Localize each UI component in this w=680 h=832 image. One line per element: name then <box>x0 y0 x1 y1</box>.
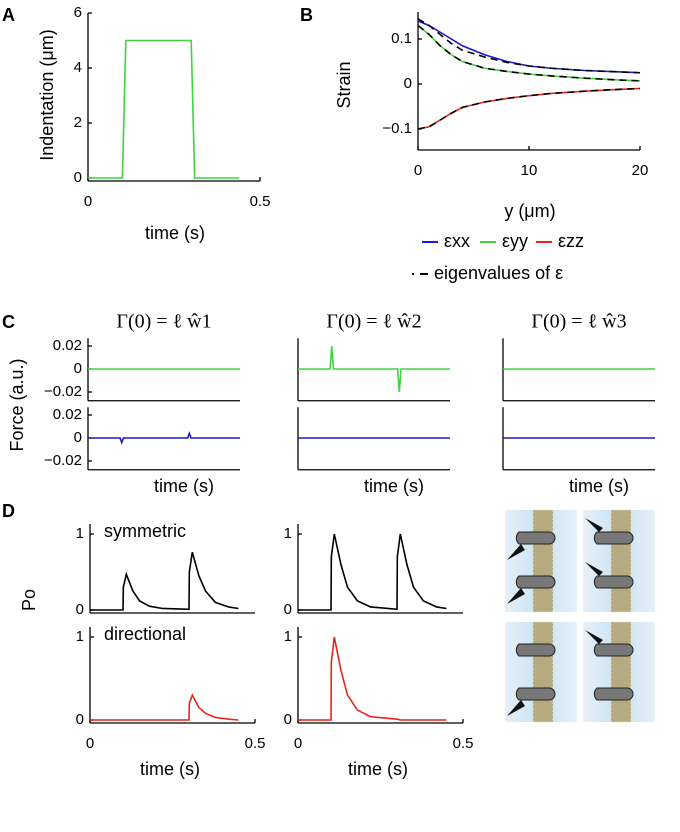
illustration <box>583 621 655 723</box>
series-line <box>417 87 641 130</box>
y-tick-label: 6 <box>74 4 82 21</box>
legend-label: eigenvalues of ε <box>434 263 563 283</box>
label: time (s) <box>569 476 629 496</box>
series-line <box>417 18 641 74</box>
y-tick-label: −0.1 <box>382 120 412 137</box>
y-tick-label: −0.02 <box>44 383 82 400</box>
label: time (s) <box>145 223 205 243</box>
x-tick-label: 0 <box>86 735 94 752</box>
illustration <box>583 509 655 613</box>
panel-letter: C <box>2 312 15 332</box>
y-tick-label: 2 <box>74 114 82 131</box>
series-line <box>417 24 641 82</box>
series-line <box>298 345 450 393</box>
label: Γ(0) = ℓ ŵ2 <box>326 311 421 333</box>
legend-label: εyy <box>502 231 528 251</box>
label: time (s) <box>140 759 200 779</box>
series-line <box>417 20 641 74</box>
y-tick-label: 1 <box>76 525 84 542</box>
series-line <box>298 533 447 611</box>
panel-letter: D <box>2 501 15 521</box>
y-tick-label: 1 <box>284 628 292 645</box>
y-tick-label: 0 <box>74 429 82 446</box>
x-tick-label: 0.5 <box>245 735 266 752</box>
legend-label: εzz <box>558 231 584 251</box>
panel-letter: B <box>300 5 313 25</box>
illustration <box>505 621 577 723</box>
x-tick-label: 0 <box>84 193 92 210</box>
x-tick-label: 10 <box>521 162 538 179</box>
y-tick-label: 1 <box>284 525 292 542</box>
y-tick-label: 0.02 <box>53 406 82 423</box>
label: time (s) <box>364 476 424 496</box>
x-tick-label: 0.5 <box>453 735 474 752</box>
panel-letter: A <box>2 5 15 25</box>
x-tick-label: 0 <box>294 735 302 752</box>
series-line <box>90 693 239 721</box>
row-label: directional <box>104 624 186 644</box>
y-tick-label: −0.02 <box>44 452 82 469</box>
y-tick-label: 0 <box>284 601 292 618</box>
label: Γ(0) = ℓ ŵ3 <box>531 311 626 333</box>
y-tick-label: 0 <box>404 75 412 92</box>
x-tick-label: 20 <box>632 162 649 179</box>
y-tick-label: 0 <box>74 169 82 186</box>
label: Γ(0) = ℓ ŵ1 <box>116 311 211 333</box>
label: y (μm) <box>504 201 555 221</box>
label: Strain <box>334 61 354 108</box>
channel-illustrations <box>505 509 655 723</box>
series-line <box>88 431 240 445</box>
illustration <box>505 509 577 613</box>
y-tick-label: 4 <box>74 59 82 76</box>
y-tick-label: 0 <box>74 360 82 377</box>
y-tick-label: 1 <box>76 628 84 645</box>
series-line <box>417 87 641 130</box>
series-line <box>298 636 447 721</box>
row-label: symmetric <box>104 521 186 541</box>
y-tick-label: 0.1 <box>391 30 412 47</box>
label: Force (a.u.) <box>7 358 27 451</box>
label: Indentation (μm) <box>37 29 57 160</box>
label: Po <box>19 589 39 611</box>
x-tick-label: 0 <box>414 162 422 179</box>
y-tick-label: 0 <box>76 711 84 728</box>
y-tick-label: 0 <box>284 711 292 728</box>
series-line <box>88 39 240 179</box>
y-tick-label: 0 <box>76 601 84 618</box>
series-line <box>417 24 641 82</box>
label: time (s) <box>348 759 408 779</box>
label: time (s) <box>154 476 214 496</box>
series-line <box>90 552 239 611</box>
x-tick-label: 0.5 <box>250 193 271 210</box>
y-tick-label: 0.02 <box>53 337 82 354</box>
legend-label: εxx <box>444 231 470 251</box>
